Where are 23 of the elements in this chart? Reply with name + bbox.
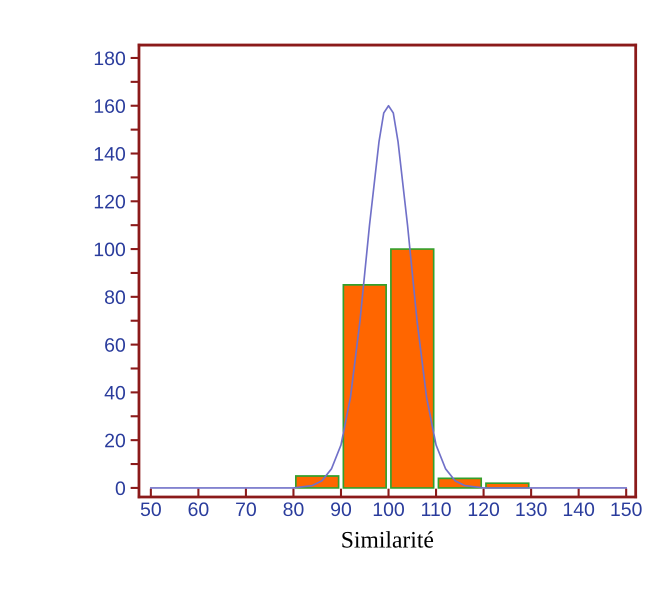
x-tick-label: 60	[188, 502, 208, 516]
y-tick-label: 0	[116, 481, 126, 496]
y-tick-label: 100	[94, 242, 126, 256]
y-tick-label: 180	[94, 51, 126, 66]
y-tick-label: 140	[94, 146, 126, 161]
x-tick-label: 150	[611, 502, 642, 516]
x-tick-label: 80	[283, 502, 304, 516]
x-tick-label: 110	[422, 502, 451, 516]
x-tick-label: 140	[564, 502, 594, 516]
x-tick-label: 70	[236, 502, 256, 516]
x-axis-title: Similarité	[342, 531, 434, 548]
y-tick-label: 60	[105, 338, 126, 352]
x-tick-label: 130	[516, 502, 547, 516]
line-series	[150, 104, 628, 489]
y-tick-label: 20	[105, 434, 126, 448]
y-tick-label: 80	[105, 290, 126, 304]
x-tick-label: 90	[331, 502, 352, 516]
x-tick-label: 100	[374, 502, 404, 516]
y-tick-label: 160	[94, 99, 126, 113]
y-tick-label: 40	[104, 386, 126, 400]
x-tick-label: 120	[468, 502, 500, 516]
x-tick-label: 50	[140, 502, 161, 516]
y-tick-label: 120	[94, 194, 126, 209]
